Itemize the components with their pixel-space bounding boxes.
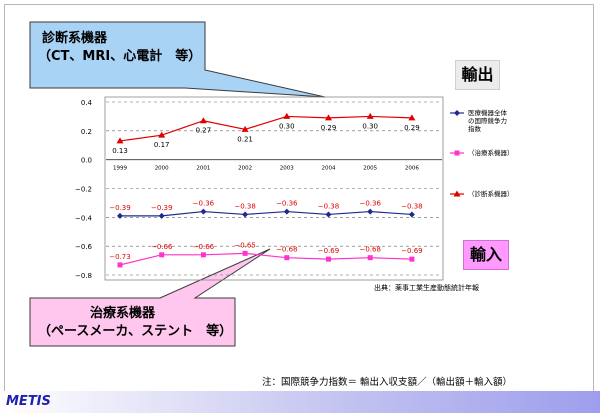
y-tick-label: 0.2 — [81, 128, 92, 136]
therapeutic-data-label: −0.66 — [151, 243, 173, 251]
x-tick-label: 2006 — [405, 166, 419, 172]
x-tick-label: 2000 — [155, 166, 169, 172]
therapeutic-data-label: −0.69 — [401, 247, 422, 255]
therapeutic-series-line — [119, 252, 412, 266]
diagnostic-point — [408, 114, 416, 121]
diagnostic-point — [199, 117, 207, 124]
diagnostic-legend-marker — [453, 190, 461, 197]
series-layer: −0.39 −0.39 −0.36 −0.38 −0.36 −0.38 −0.36 −0.38… — [109, 112, 423, 268]
plot-area-border — [104, 96, 444, 281]
diagnostic-point — [366, 112, 374, 119]
diagnostic-callout-title: 診断系機器 — [42, 31, 108, 46]
overall-point — [367, 208, 374, 215]
y-tick-label: −0.8 — [75, 272, 92, 280]
therapeutic-data-label: −0.73 — [109, 253, 130, 261]
diagnostic-point — [325, 114, 332, 121]
diagnostic-data-label: 0.29 — [404, 124, 420, 132]
formula-footnote: 注：国際競争力指数＝ 輸出入収支額／（輸出額＋輸入額） — [262, 377, 513, 388]
overall-point — [200, 208, 207, 215]
overall-legend-label: 医療機器全体 — [468, 108, 508, 117]
x-tick-label: 2004 — [322, 166, 336, 172]
diagnostic-data-label: 0.30 — [279, 122, 295, 130]
therapeutic-legend-label: （治療系機器） — [468, 148, 514, 157]
overall-data-label: −0.36 — [276, 200, 298, 208]
source-note: 出典：薬事工業生産動態統計年報 — [374, 284, 479, 292]
overall-data-label: −0.36 — [193, 200, 215, 208]
therapeutic-point — [326, 256, 331, 262]
y-tick-label: 0.0 — [81, 157, 92, 165]
therapeutic-data-label: −0.66 — [193, 243, 215, 251]
x-tick-label: 2001 — [196, 166, 210, 172]
x-tick-label: 1999 — [113, 166, 127, 172]
gridlines — [106, 101, 442, 276]
import-badge: 輸入 — [463, 240, 509, 270]
overall-data-label: −0.38 — [401, 202, 422, 210]
brand-logo-text: METIS — [6, 394, 51, 409]
diagnostic-series-line — [119, 115, 412, 142]
diagnostic-point — [283, 112, 291, 119]
diagnostic-data-label: 0.29 — [321, 124, 337, 132]
overall-data-label: −0.36 — [359, 200, 381, 208]
diagnostic-data-label: 0.30 — [362, 122, 378, 130]
x-tick-label: 2003 — [280, 166, 294, 172]
overall-legend-marker — [454, 110, 460, 116]
diagnostic-data-label: 0.13 — [112, 147, 128, 155]
footer-bar — [0, 391, 600, 413]
x-tick-label: 2002 — [238, 166, 252, 172]
therapeutic-point — [242, 250, 248, 256]
x-tick-label: 2005 — [363, 166, 377, 172]
x-axis: 1999 2000 2001 2002 2003 2004 2005 2006 — [113, 166, 419, 172]
diagnostic-legend-label: （診断系機器） — [468, 189, 514, 198]
therapeutic-data-label: −0.68 — [276, 246, 297, 254]
overall-data-label: −0.38 — [234, 202, 255, 210]
therapeutic-callout-title: 治療系機器 — [90, 306, 156, 321]
overall-series-line — [120, 210, 412, 217]
overall-data-label: −0.38 — [318, 202, 339, 210]
therapeutic-callout-examples: （ペースメーカ、ステント 等） — [38, 324, 233, 339]
overall-point — [158, 212, 165, 219]
therapeutic-data-label: −0.69 — [318, 247, 339, 255]
diagnostic-data-label: 0.27 — [196, 127, 212, 135]
overall-point — [283, 208, 290, 215]
overall-point — [242, 211, 249, 218]
therapeutic-data-label: −0.65 — [234, 241, 255, 249]
therapeutic-point — [200, 252, 206, 258]
therapeutic-callout-shape — [29, 248, 271, 347]
diagnostic-point — [116, 137, 124, 144]
overall-data-label: −0.39 — [151, 204, 172, 212]
overall-point — [408, 211, 415, 218]
overall-point — [117, 212, 123, 219]
diagnostic-data-label: 0.21 — [237, 135, 253, 143]
therapeutic-legend-marker — [454, 150, 460, 156]
overall-data-label: −0.39 — [109, 204, 130, 212]
overall-legend-label: の国際競争力 — [468, 116, 507, 125]
diagnostic-data-label: 0.17 — [154, 141, 170, 149]
diagnostic-callout-examples: （CT、MRI、心電計 等） — [38, 49, 202, 64]
diagnostic-point — [158, 131, 166, 138]
therapeutic-point — [409, 256, 415, 262]
export-badge: 輸出 — [455, 60, 500, 90]
therapeutic-point — [367, 255, 373, 261]
y-tick-label: −0.6 — [75, 243, 93, 251]
y-axis: 0.4 0.2 0.0 −0.2 −0.4 −0.6 −0.8 — [75, 99, 93, 280]
overall-legend-label: 指数 — [468, 124, 482, 133]
y-tick-label: −0.2 — [75, 186, 92, 194]
diagnostic-point — [241, 125, 249, 132]
y-tick-label: 0.4 — [81, 99, 93, 107]
y-tick-label: −0.4 — [75, 214, 93, 222]
therapeutic-point — [159, 252, 165, 258]
therapeutic-point — [284, 255, 290, 261]
therapeutic-data-label: −0.68 — [359, 246, 380, 254]
therapeutic-point — [117, 262, 123, 268]
overall-point — [325, 211, 332, 218]
